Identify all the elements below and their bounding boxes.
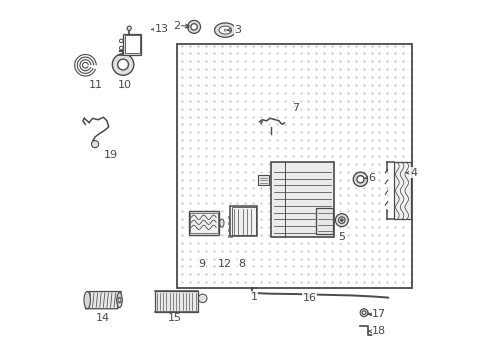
Bar — [122, 34, 141, 55]
Bar — [190, 213, 218, 233]
Circle shape — [339, 217, 345, 224]
Text: 9: 9 — [198, 259, 205, 269]
Circle shape — [198, 294, 207, 303]
Bar — [316, 208, 333, 234]
Bar — [258, 175, 269, 185]
Text: 13: 13 — [155, 24, 169, 35]
Bar — [228, 226, 231, 228]
Bar — [228, 216, 232, 218]
Circle shape — [127, 26, 131, 31]
Text: 2: 2 — [173, 21, 180, 31]
Text: 17: 17 — [372, 310, 387, 319]
Bar — [230, 206, 257, 237]
Text: 3: 3 — [234, 25, 241, 35]
Circle shape — [357, 176, 364, 183]
Bar — [228, 232, 231, 234]
Circle shape — [191, 24, 197, 30]
Circle shape — [362, 311, 366, 315]
Text: 11: 11 — [89, 80, 103, 90]
Text: 15: 15 — [168, 313, 182, 323]
Text: 18: 18 — [372, 326, 387, 336]
Bar — [228, 235, 232, 237]
Circle shape — [223, 28, 228, 33]
Circle shape — [112, 54, 134, 75]
Ellipse shape — [215, 23, 236, 37]
Text: 10: 10 — [118, 80, 132, 90]
Bar — [155, 291, 197, 312]
Bar — [232, 207, 256, 235]
Circle shape — [120, 39, 123, 42]
Text: 5: 5 — [338, 232, 345, 242]
Circle shape — [117, 297, 122, 303]
Polygon shape — [85, 292, 122, 309]
Circle shape — [188, 21, 200, 33]
Bar — [394, 162, 412, 220]
Ellipse shape — [220, 219, 224, 227]
Bar — [228, 219, 231, 221]
Circle shape — [353, 172, 368, 186]
Circle shape — [118, 299, 121, 302]
Text: 6: 6 — [368, 173, 376, 183]
Text: 8: 8 — [238, 259, 245, 269]
Text: 14: 14 — [97, 313, 110, 323]
Text: 19: 19 — [103, 150, 118, 160]
Bar — [228, 222, 232, 225]
Text: 4: 4 — [410, 168, 417, 178]
Circle shape — [92, 140, 98, 148]
Circle shape — [360, 309, 368, 317]
Circle shape — [224, 29, 226, 31]
Circle shape — [341, 219, 343, 222]
Bar — [124, 36, 140, 53]
Circle shape — [335, 214, 348, 226]
Ellipse shape — [219, 26, 232, 34]
Bar — [177, 44, 412, 288]
Text: 16: 16 — [302, 293, 317, 303]
Circle shape — [120, 46, 123, 50]
Text: 7: 7 — [292, 103, 299, 113]
Text: 1: 1 — [250, 292, 257, 302]
Ellipse shape — [84, 292, 91, 309]
Ellipse shape — [117, 293, 122, 308]
Bar — [189, 211, 219, 235]
Bar — [228, 229, 232, 231]
Bar — [271, 162, 334, 237]
Circle shape — [118, 59, 128, 70]
Text: 12: 12 — [218, 259, 232, 269]
